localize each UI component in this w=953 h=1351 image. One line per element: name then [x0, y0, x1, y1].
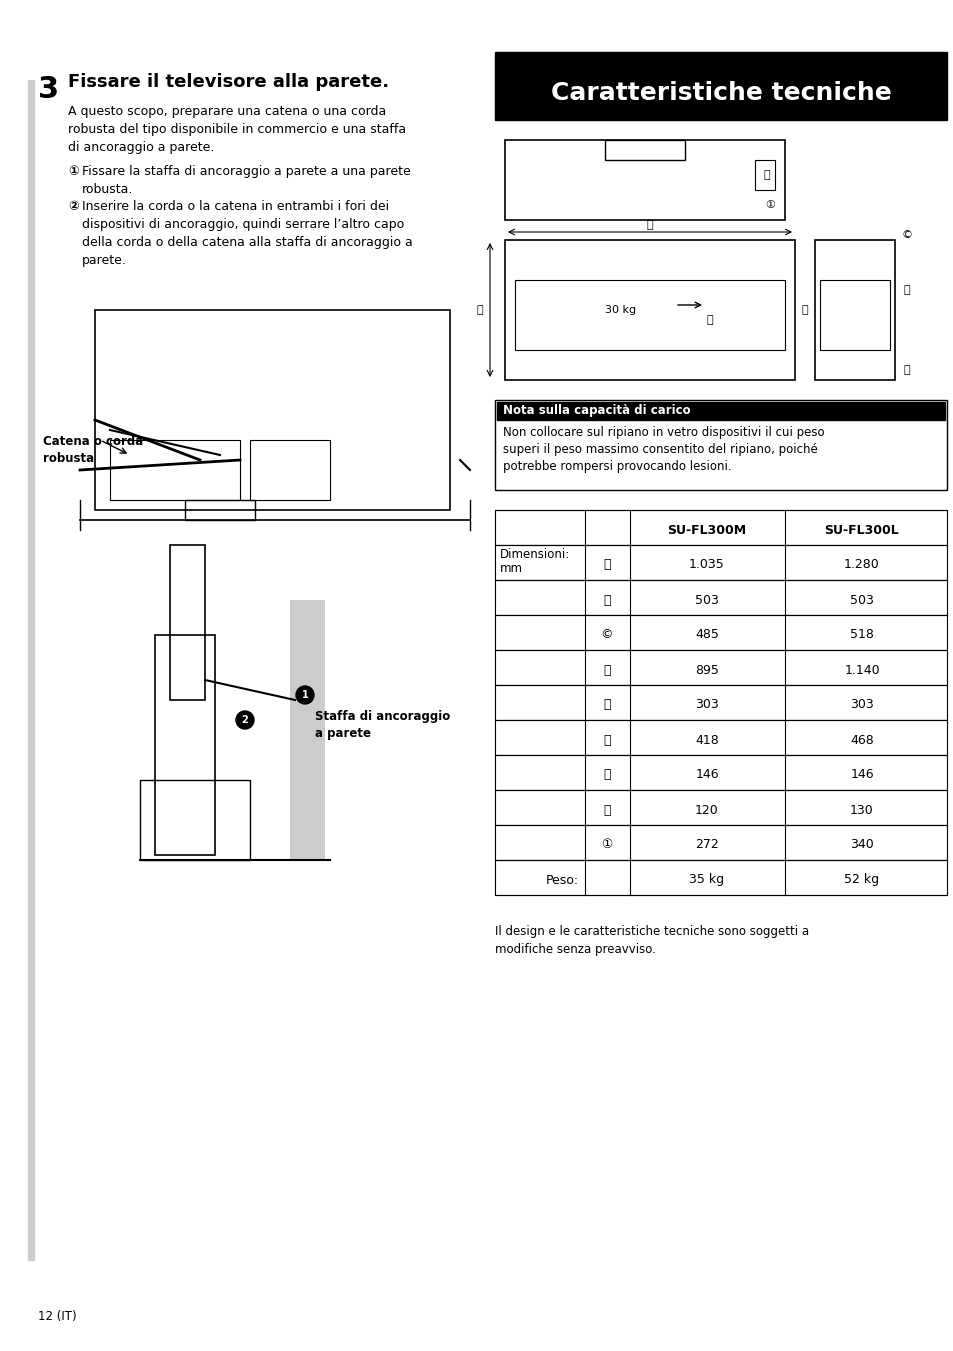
- Text: 485: 485: [695, 628, 719, 642]
- Text: Ⓕ: Ⓕ: [602, 734, 610, 747]
- Bar: [754, 159, 774, 190]
- Text: Staffa di ancoraggio
a parete: Staffa di ancoraggio a parete: [314, 711, 450, 740]
- Bar: [604, 141, 684, 159]
- Text: ①: ①: [68, 165, 78, 178]
- Text: Ⓑ: Ⓑ: [602, 593, 610, 607]
- Text: mm: mm: [499, 562, 522, 574]
- Text: Ⓓ: Ⓓ: [602, 663, 610, 677]
- Bar: [495, 580, 946, 615]
- Text: Ⓔ: Ⓔ: [706, 315, 713, 326]
- Bar: [504, 240, 794, 380]
- Text: ①: ①: [600, 839, 612, 851]
- Bar: [495, 755, 946, 790]
- Bar: [820, 280, 889, 350]
- Text: Ⓗ: Ⓗ: [763, 170, 769, 180]
- Bar: [28, 80, 34, 1260]
- Bar: [495, 615, 946, 650]
- Text: 503: 503: [695, 593, 719, 607]
- Bar: [504, 141, 784, 220]
- Text: ©: ©: [600, 628, 613, 642]
- Bar: [110, 440, 240, 500]
- Bar: [497, 403, 944, 420]
- Text: SU-FL300L: SU-FL300L: [823, 523, 899, 536]
- Text: ①: ①: [764, 200, 774, 209]
- Text: 503: 503: [849, 593, 873, 607]
- Bar: [495, 400, 946, 490]
- Text: Catena o corda
robusta: Catena o corda robusta: [43, 435, 143, 465]
- Bar: [515, 280, 784, 350]
- Text: Ⓐ: Ⓐ: [646, 220, 653, 230]
- Bar: [290, 600, 325, 861]
- Text: Caratteristiche tecniche: Caratteristiche tecniche: [550, 81, 890, 105]
- Text: 146: 146: [695, 769, 718, 781]
- Bar: [495, 720, 946, 755]
- Text: 12 (IT): 12 (IT): [38, 1310, 76, 1323]
- Circle shape: [235, 711, 253, 730]
- Circle shape: [295, 686, 314, 704]
- Text: ©: ©: [901, 230, 911, 240]
- Text: 468: 468: [849, 734, 873, 747]
- Text: Ⓓ: Ⓓ: [476, 305, 483, 315]
- Bar: [495, 825, 946, 861]
- Text: 130: 130: [849, 804, 873, 816]
- Bar: [495, 861, 946, 894]
- Text: Fissare la staffa di ancoraggio a parete a una parete
robusta.: Fissare la staffa di ancoraggio a parete…: [82, 165, 411, 196]
- Text: Ⓕ: Ⓕ: [902, 285, 909, 295]
- Text: Ⓖ: Ⓖ: [902, 365, 909, 376]
- Text: Ⓔ: Ⓔ: [602, 698, 610, 712]
- Text: 340: 340: [849, 839, 873, 851]
- Text: Inserire la corda o la catena in entrambi i fori dei
dispositivi di ancoraggio, : Inserire la corda o la catena in entramb…: [82, 200, 413, 267]
- Text: 1.035: 1.035: [688, 558, 724, 571]
- Text: 120: 120: [695, 804, 719, 816]
- Text: 1.140: 1.140: [843, 663, 879, 677]
- Text: 30 kg: 30 kg: [604, 305, 636, 315]
- Text: Dimensioni:: Dimensioni:: [499, 547, 570, 561]
- Text: ②: ②: [68, 200, 78, 213]
- Text: 35 kg: 35 kg: [689, 874, 723, 886]
- Bar: [95, 309, 450, 509]
- Bar: [250, 440, 330, 500]
- Bar: [495, 509, 946, 544]
- Text: Il design e le caratteristiche tecniche sono soggetti a
modifiche senza preavvis: Il design e le caratteristiche tecniche …: [495, 925, 808, 957]
- Text: Fissare il televisore alla parete.: Fissare il televisore alla parete.: [68, 73, 389, 91]
- Text: Non collocare sul ripiano in vetro dispositivi il cui peso
superi il peso massim: Non collocare sul ripiano in vetro dispo…: [502, 426, 823, 473]
- Text: 272: 272: [695, 839, 719, 851]
- Bar: [185, 500, 254, 520]
- Text: 2: 2: [241, 715, 248, 725]
- Text: 518: 518: [849, 628, 873, 642]
- Text: Peso:: Peso:: [545, 874, 578, 886]
- Text: 146: 146: [849, 769, 873, 781]
- Bar: [495, 685, 946, 720]
- Bar: [154, 635, 214, 855]
- Text: Ⓗ: Ⓗ: [602, 804, 610, 816]
- Text: Ⓑ: Ⓑ: [801, 305, 807, 315]
- Bar: [170, 544, 205, 700]
- Text: 1: 1: [301, 690, 308, 700]
- Text: 52 kg: 52 kg: [843, 874, 879, 886]
- Text: A questo scopo, preparare una catena o una corda
robusta del tipo disponibile in: A questo scopo, preparare una catena o u…: [68, 105, 406, 154]
- Text: Ⓐ: Ⓐ: [602, 558, 610, 571]
- Text: 895: 895: [695, 663, 719, 677]
- Text: Ⓖ: Ⓖ: [602, 769, 610, 781]
- Bar: [495, 790, 946, 825]
- Text: Nota sulla capacità di carico: Nota sulla capacità di carico: [502, 404, 690, 417]
- Text: SU-FL300M: SU-FL300M: [667, 523, 746, 536]
- Text: 418: 418: [695, 734, 719, 747]
- Text: 1.280: 1.280: [843, 558, 879, 571]
- Bar: [140, 780, 250, 861]
- Bar: [495, 650, 946, 685]
- Text: 303: 303: [695, 698, 719, 712]
- Bar: [814, 240, 894, 380]
- Bar: [495, 51, 946, 120]
- Bar: [495, 544, 946, 580]
- Text: 3: 3: [38, 76, 59, 104]
- Text: 303: 303: [849, 698, 873, 712]
